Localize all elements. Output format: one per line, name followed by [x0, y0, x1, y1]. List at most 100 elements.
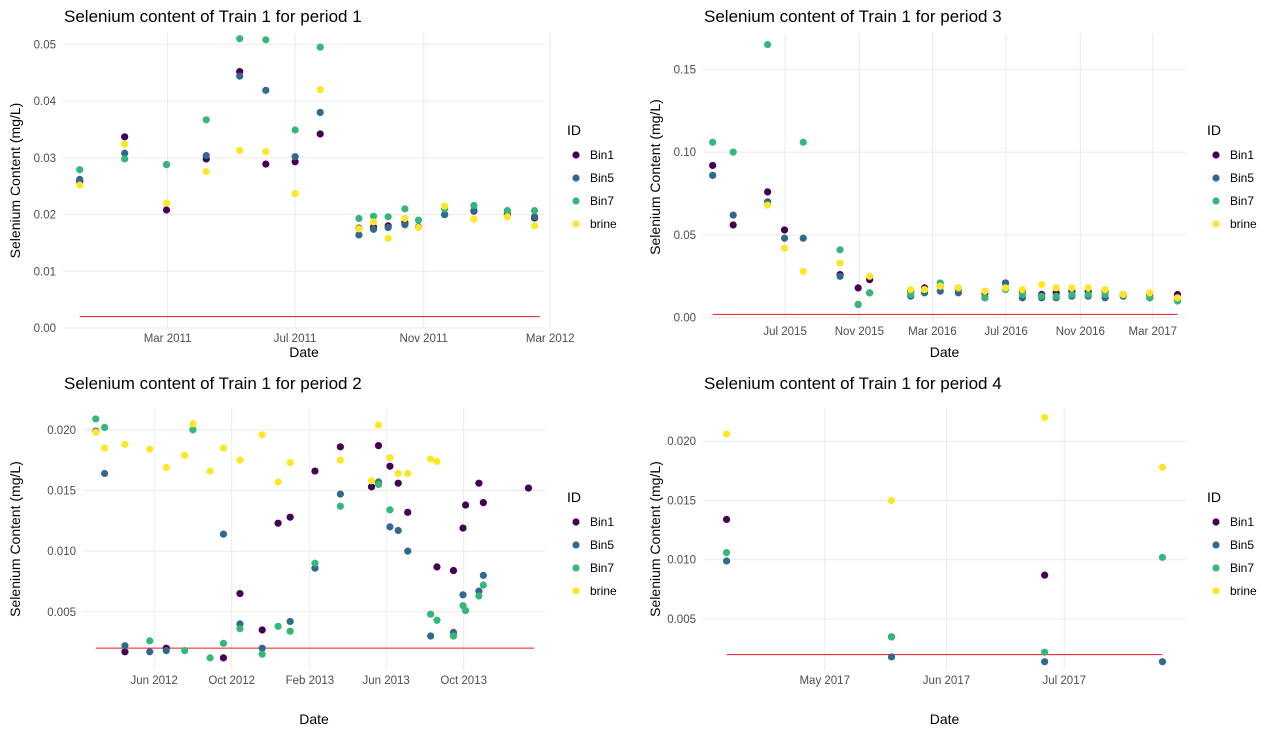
- gridlines: [703, 408, 1186, 670]
- point-bin5: [722, 557, 731, 565]
- point-bin1: [121, 648, 129, 656]
- point-brine: [236, 456, 244, 464]
- point-bin7: [189, 426, 197, 434]
- legend: ID Bin1 Bin5 Bin7 brine: [1207, 489, 1257, 598]
- legend-label-bin7: Bin7: [590, 561, 614, 575]
- point-bin7: [530, 206, 539, 215]
- point-bin7: [709, 138, 717, 146]
- point-bin5: [291, 153, 299, 161]
- point-bin1: [394, 479, 402, 487]
- point-brine: [503, 213, 511, 221]
- point-bin7: [1101, 290, 1109, 299]
- point-brine: [427, 455, 435, 463]
- point-brine: [162, 463, 170, 472]
- legend-title: ID: [1207, 489, 1221, 505]
- legend-title: ID: [567, 489, 581, 505]
- point-brine: [369, 218, 378, 226]
- point-bin1: [291, 158, 299, 166]
- chart-title: Selenium content of Train 1 for period 3: [704, 7, 1002, 26]
- point-bin5: [1041, 658, 1049, 666]
- point-bin5: [369, 225, 378, 233]
- point-bin5: [101, 469, 109, 478]
- y-tick-label: 0.03: [34, 153, 56, 165]
- series-bin7: [92, 415, 487, 662]
- point-bin5: [202, 151, 210, 160]
- point-brine: [316, 86, 324, 94]
- point-bin5: [76, 175, 84, 183]
- point-brine: [92, 428, 100, 436]
- point-bin7: [262, 36, 270, 44]
- point-bin7: [274, 622, 282, 630]
- point-brine: [887, 496, 896, 505]
- point-bin1: [367, 483, 376, 491]
- point-bin5: [459, 591, 467, 599]
- point-bin1: [162, 206, 171, 214]
- x-tick-label: Jul 2015: [763, 326, 806, 338]
- point-bin5: [162, 646, 170, 655]
- point-bin7: [799, 138, 807, 146]
- x-tick-label: Jul 2017: [1043, 675, 1086, 687]
- legend-key-bin1: [1212, 151, 1220, 159]
- point-bin5: [479, 571, 487, 579]
- point-brine: [530, 222, 539, 230]
- data-points: [92, 415, 533, 662]
- point-bin1: [258, 626, 266, 634]
- point-bin7: [202, 116, 210, 124]
- point-bin7: [1158, 553, 1167, 561]
- y-tick-label: 0.04: [34, 96, 57, 108]
- point-brine: [1084, 284, 1092, 292]
- x-tick-label: Nov 2016: [1056, 326, 1105, 338]
- point-bin7: [836, 246, 844, 254]
- point-bin5: [386, 523, 394, 531]
- legend-key-bin7: [572, 197, 580, 205]
- point-bin7: [311, 559, 319, 567]
- point-brine: [799, 267, 807, 275]
- point-bin7: [92, 415, 100, 423]
- legend-title: ID: [567, 122, 581, 138]
- point-bin7: [236, 625, 244, 633]
- point-bin7: [887, 633, 896, 641]
- point-bin7: [181, 646, 189, 655]
- y-tick-label: 0.020: [667, 436, 696, 448]
- point-bin1: [236, 589, 244, 598]
- point-bin5: [780, 234, 789, 242]
- point-bin7: [384, 213, 392, 221]
- point-brine: [146, 445, 154, 453]
- legend-key-bin1: [572, 518, 580, 526]
- point-bin7: [258, 650, 266, 658]
- point-brine: [219, 444, 228, 452]
- y-tick-label: 0.015: [47, 485, 76, 497]
- legend-label-bin7: Bin7: [1230, 561, 1254, 575]
- y-tick-label: 0.005: [47, 607, 76, 619]
- chart-panel-3: 0.005 0.010 0.015 0.020 Jun 2012 Oct 2012 Feb …: [7, 374, 617, 727]
- point-bin7: [219, 639, 228, 647]
- legend: ID Bin1 Bin5 Bin7 brine: [1207, 122, 1257, 231]
- x-axis-title: Date: [930, 711, 960, 727]
- legend-label-bin7: Bin7: [1230, 194, 1254, 208]
- gridlines: [703, 33, 1186, 321]
- legend-label-bin5: Bin5: [590, 538, 614, 552]
- y-tick-label: 0.020: [47, 425, 76, 437]
- legend-label-brine: brine: [1230, 584, 1257, 598]
- series-bin5: [76, 72, 539, 239]
- point-bin1: [374, 442, 383, 450]
- point-bin7: [981, 294, 989, 302]
- point-bin5: [121, 642, 129, 650]
- y-tick-label: 0.005: [667, 614, 696, 626]
- point-bin7: [1041, 648, 1049, 656]
- point-bin5: [219, 530, 228, 538]
- point-brine: [355, 225, 363, 233]
- legend-label-brine: brine: [590, 584, 617, 598]
- point-bin7: [414, 216, 423, 224]
- point-bin5: [401, 221, 409, 229]
- legend-label-bin5: Bin5: [1230, 538, 1254, 552]
- point-bin7: [355, 214, 363, 223]
- x-tick-label: Oct 2013: [440, 675, 487, 687]
- chart-panel-2: 0.00 0.05 0.10 0.15 Jul 2015 Nov 2015 Mar 2016…: [647, 7, 1257, 360]
- point-bin1: [286, 513, 294, 521]
- x-tick-label: Feb 2013: [286, 675, 335, 687]
- point-bin7: [722, 549, 731, 557]
- point-bin7: [291, 126, 299, 134]
- point-brine: [722, 430, 731, 438]
- point-bin5: [709, 171, 717, 179]
